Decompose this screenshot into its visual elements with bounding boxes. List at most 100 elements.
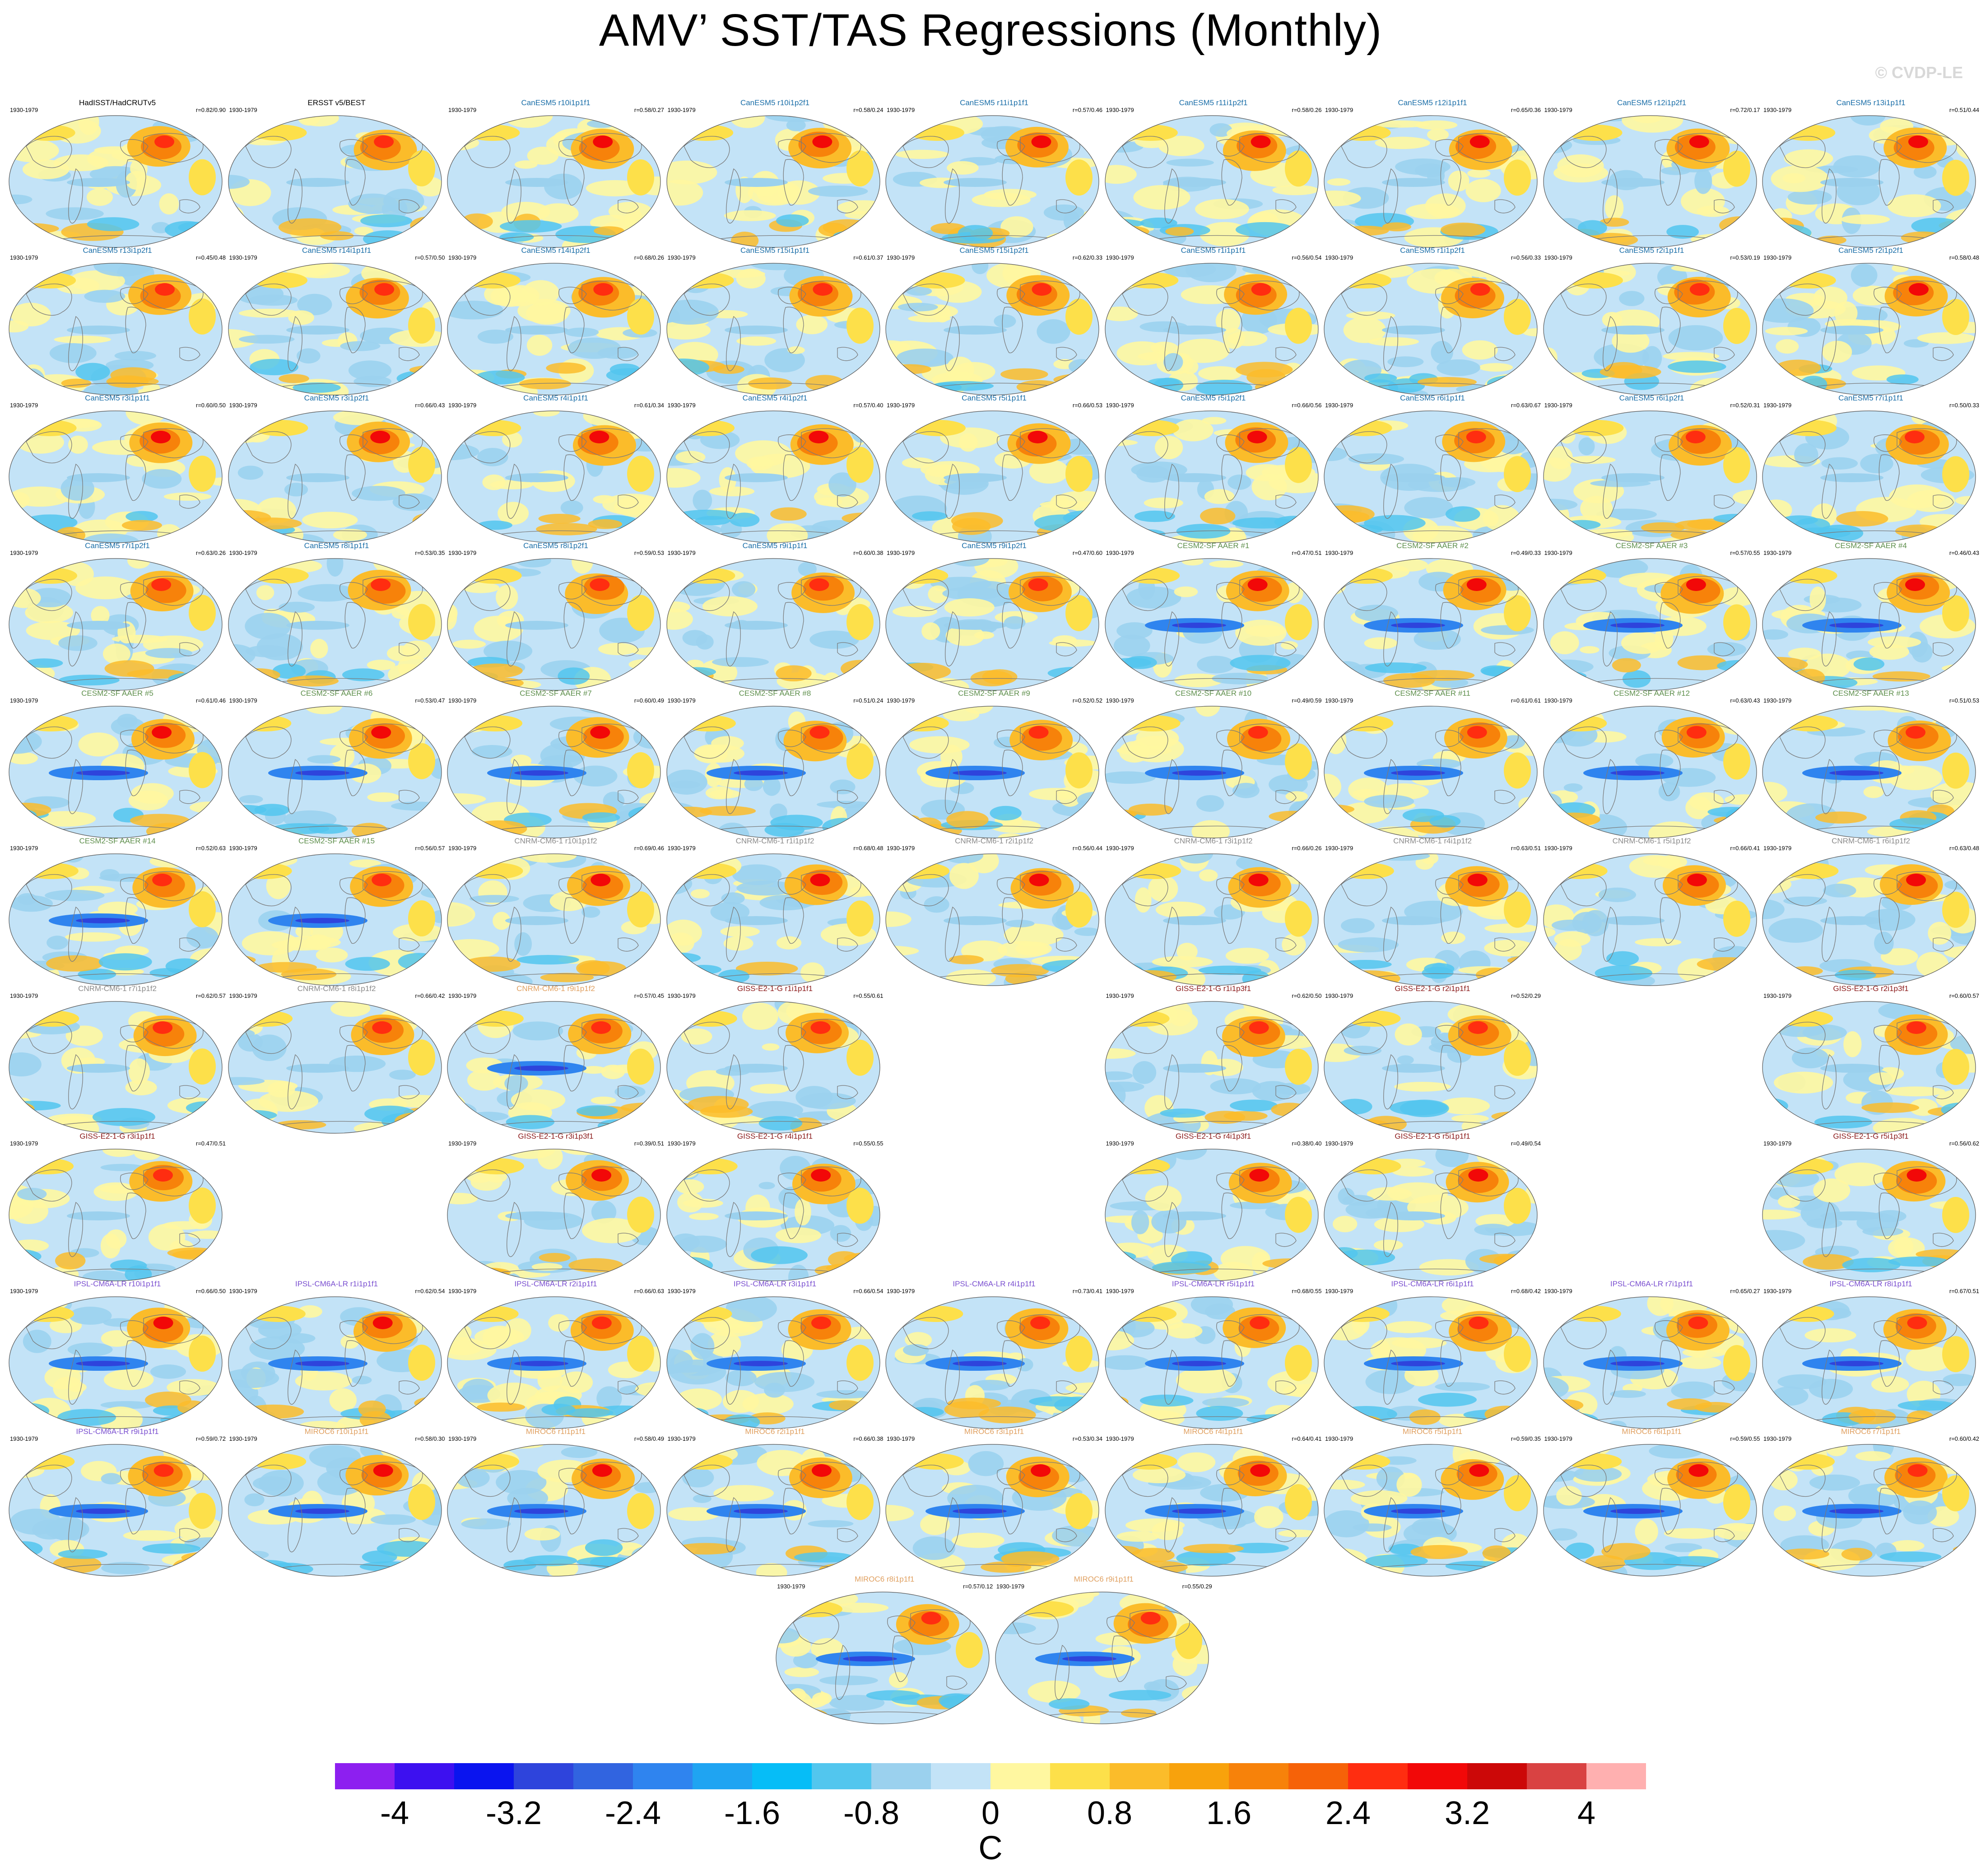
map-panel: GISS-E2-1-G r5i1p3f1 1930-1979 r=0.56/0.62 [1762,1132,1980,1285]
regression-field [886,263,1099,395]
coastlines [683,1019,861,1125]
panel-title: MIROC6 r1i1p1f1 [525,1427,586,1436]
regression-field [1324,411,1537,543]
regression-field [1762,1444,1976,1576]
map-panel: CESM2-SF AAER #13 1930-1979 r=0.51/0.53 [1762,689,1980,842]
map-plot [1104,706,1319,838]
map-outline [1104,263,1319,396]
panel-correlation: r=0.49/0.33 [1511,549,1541,556]
map-outline [9,1444,223,1577]
panel-title: CanESM5 r9i1p1f1 [742,541,808,550]
coastlines [902,1314,1080,1420]
map-panel: GISS-E2-1-G r3i1p3f1 1930-1979 r=0.39/0.51 [446,1132,665,1285]
map-panel: IPSL-CM6A-LR r8i1p1f1 1930-1979 r=0.67/0.5… [1762,1280,1980,1433]
coastlines [26,1019,204,1125]
panel-correlation: r=0.61/0.34 [634,402,664,409]
map-panel: CanESM5 r3i1p1f1 1930-1979 r=0.60/0.50 [8,394,227,547]
map-panel: CNRM-CM6-1 r3i1p1f2 1930-1979 r=0.66/0.26 [1104,837,1323,990]
map-panel: MIROC6 r2i1p1f1 1930-1979 r=0.66/0.38 [666,1427,884,1580]
panel-period: 1930-1979 [1325,107,1353,113]
map-outline [228,115,442,248]
map-plot [447,263,661,396]
colorbar-tick-labels: -4 -3.2 -2.4 -1.6 -0.8 0 0.8 1.6 2.4 3.2 4 [0,1795,1981,1835]
map-plot [447,1149,661,1281]
map-plot [9,1296,223,1429]
coastlines [1560,723,1738,830]
panel-period: 1930-1979 [667,549,696,556]
panel-correlation: r=0.47/0.51 [195,1140,226,1147]
panel-period: 1930-1979 [448,992,477,999]
coastlines [464,133,642,239]
coastlines [1560,280,1738,387]
panel-title: CESM2-SF AAER #4 [1835,541,1907,550]
panel-title: CanESM5 r1i1p2f1 [1400,246,1465,255]
regression-field [9,854,222,986]
panel-title: IPSL-CM6A-LR r10i1p1f1 [74,1280,161,1288]
colorbar-tick-label: 1.6 [1206,1795,1252,1831]
colorbar-swatch [1408,1763,1468,1789]
map-panel: CanESM5 r11i1p1f1 1930-1979 r=0.57/0.46 [885,98,1103,251]
panel-period: 1930-1979 [1106,1140,1134,1147]
map-outline [9,115,223,248]
map-plot [666,410,880,543]
colorbar-tick-label: -1.6 [724,1795,781,1831]
map-panel: CNRM-CM6-1 r5i1p1f2 1930-1979 r=0.66/0.41 [1543,837,1761,990]
panel-correlation: r=0.59/0.35 [1511,1435,1541,1442]
map-panel: GISS-E2-1-G r1i1p1f1 1930-1979 r=0.55/0.61 [666,984,884,1137]
map-plot [9,1444,223,1577]
colorbar-swatch [1169,1763,1229,1789]
panel-period: 1930-1979 [229,254,257,261]
panel-correlation: r=0.60/0.38 [853,549,884,556]
panel-title: CNRM-CM6-1 r1i1p1f2 [735,837,814,845]
map-plot [1104,263,1319,396]
coastlines [1341,133,1519,239]
map-plot [9,410,223,543]
panel-period: 1930-1979 [667,1288,696,1294]
regression-field [447,411,660,543]
map-panel: CanESM5 r14i1p2f1 1930-1979 r=0.68/0.26 [446,246,665,399]
map-outline [1104,558,1319,691]
map-plot [1104,1296,1319,1429]
panel-title: CanESM5 r8i1p2f1 [523,541,588,550]
map-panel: CanESM5 r13i1p1f1 1930-1979 r=0.51/0.44 [1762,98,1980,251]
panel-period: 1930-1979 [1106,992,1134,999]
coastlines [1779,133,1957,239]
panel-title: CESM2-SF AAER #9 [958,689,1030,698]
panel-correlation: r=0.62/0.54 [415,1288,445,1294]
map-outline [1762,1149,1976,1281]
map-panel: MIROC6 r10i1p1f1 1930-1979 r=0.58/0.30 [228,1427,446,1580]
panel-title: MIROC6 r9i1p1f1 [1074,1575,1134,1583]
map-panel: HadISST/HadCRUTv5 1930-1979 r=0.82/0.90 [8,98,227,251]
panel-period: 1930-1979 [1544,107,1572,113]
coastlines [902,1462,1080,1568]
panel-title: CanESM5 r13i1p2f1 [83,246,152,255]
panel-period: 1930-1979 [887,1288,915,1294]
coastlines [245,1314,423,1420]
panel-title: CanESM5 r7i1p2f1 [85,541,150,550]
map-plot [1543,115,1757,248]
panel-title: CESM2-SF AAER #7 [520,689,592,698]
map-plot [1762,853,1976,986]
map-plot [9,558,223,691]
panel-title: CanESM5 r14i1p1f1 [302,246,372,255]
panel-period: 1930-1979 [1763,549,1792,556]
panel-correlation: r=0.51/0.24 [853,697,884,704]
panel-correlation: r=0.63/0.51 [1511,845,1541,852]
panel-title: CESM2-SF AAER #10 [1175,689,1252,698]
panel-period: 1930-1979 [1544,845,1572,852]
coastlines [683,133,861,239]
panel-correlation: r=0.66/0.38 [853,1435,884,1442]
map-panel: CanESM5 r5i1p2f1 1930-1979 r=0.66/0.56 [1104,394,1323,547]
map-outline [9,1001,223,1134]
coastlines [1560,1462,1738,1568]
panel-period: 1930-1979 [1106,1435,1134,1442]
panel-title: CanESM5 r10i1p2f1 [740,98,810,107]
map-outline [1762,706,1976,838]
panel-period: 1930-1979 [1544,1288,1572,1294]
panel-title: MIROC6 r3i1p1f1 [964,1427,1024,1436]
map-plot [666,558,880,691]
panel-period: 1930-1979 [1106,845,1134,852]
coastlines [245,871,423,978]
map-outline [1104,706,1319,838]
coastlines [793,1609,971,1716]
